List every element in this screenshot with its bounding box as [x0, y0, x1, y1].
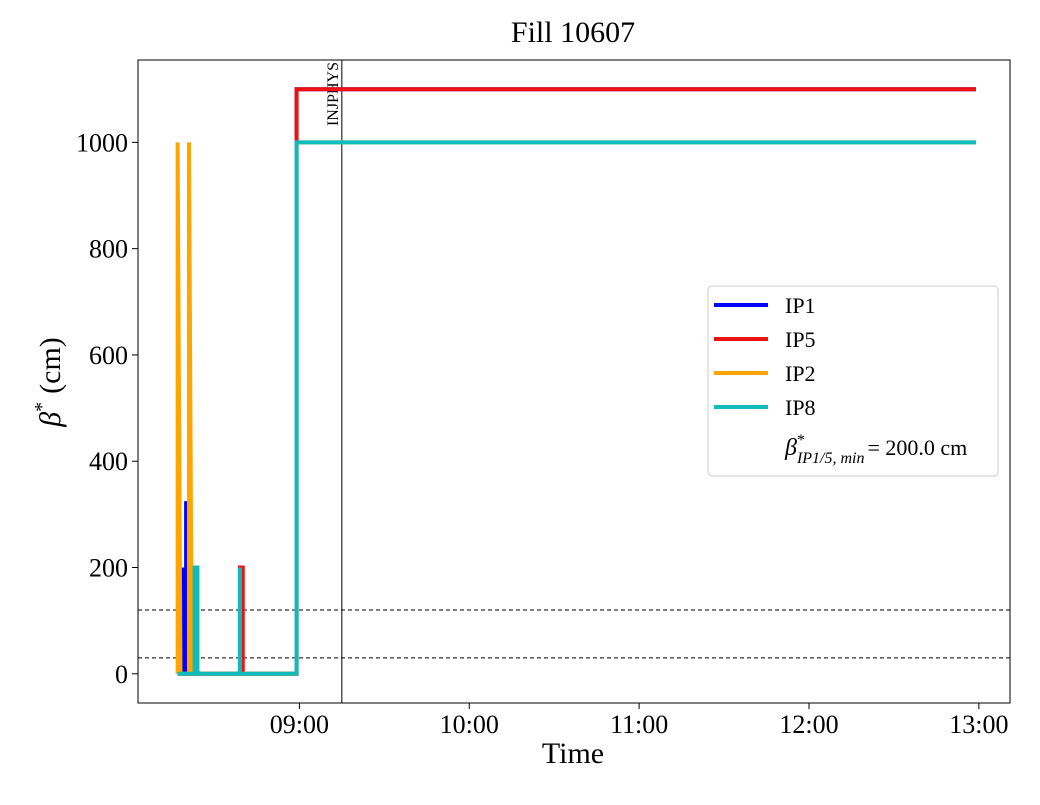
x-tick-label: 09:00 [270, 710, 329, 739]
plot-frame [137, 59, 1011, 704]
event-label: INJPHYS [325, 62, 342, 126]
chart-title: Fill 10607 [511, 16, 635, 49]
legend-label: IP2 [785, 361, 816, 386]
y-label-sup: * [31, 402, 53, 412]
legend-label: IP8 [785, 395, 816, 420]
y-tick-label: 400 [89, 447, 128, 476]
x-tick-label: 12:00 [779, 710, 838, 739]
note-text: = 200.0 cm [868, 435, 968, 460]
x-tick-label: 11:00 [610, 710, 668, 739]
y-label-symbol: β [34, 412, 67, 428]
x-axis-label: Time [542, 737, 604, 770]
y-tick-label: 1000 [76, 128, 128, 157]
x-tick-label: 13:00 [949, 710, 1008, 739]
legend-label: IP1 [785, 293, 816, 318]
y-tick-label: 200 [89, 553, 128, 582]
y-axis-label: β* (cm) [31, 337, 67, 428]
y-tick-label: 600 [89, 341, 128, 370]
legend-label: IP5 [785, 327, 816, 352]
y-tick-label: 800 [89, 235, 128, 264]
legend-box [707, 285, 999, 477]
note-sub: IP1/5, min [796, 450, 865, 467]
y-tick-label: 0 [115, 660, 128, 689]
series-line [177, 140, 977, 676]
note-sup: * [797, 432, 805, 449]
x-tick-label: 10:00 [440, 710, 499, 739]
y-label-unit: (cm) [34, 337, 67, 394]
legend-note: β* IP1/5, min = 200.0 cm [784, 432, 967, 467]
note-symbol: β [784, 435, 797, 461]
